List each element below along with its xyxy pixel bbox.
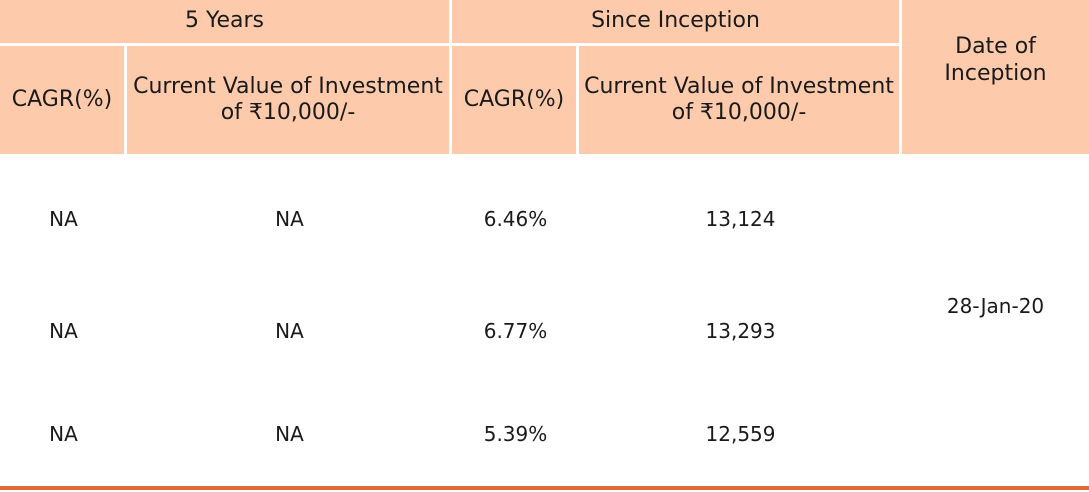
table-row: NA NA 5.39% 12,559 [0, 381, 1089, 487]
bottom-divider [0, 486, 1089, 490]
header-since-inception: Since Inception [452, 0, 903, 46]
header-date-of-inception-label: Date of Inception [944, 33, 1047, 87]
cell-si-value: 13,293 [579, 281, 903, 381]
cell-si-value: 12,559 [579, 381, 903, 487]
table-row: NA NA 6.46% 13,124 28-Jan-20 [0, 157, 1089, 487]
cell-5y-cagr: NA [0, 157, 127, 281]
header-si-cagr: CAGR(%) [452, 46, 579, 157]
cell-5y-cagr: NA [0, 281, 127, 381]
date-of-inception-value: 28-Jan-20 [946, 294, 1045, 318]
cell-date-of-inception: 28-Jan-20 [902, 157, 1089, 487]
cell-5y-value: NA [127, 381, 452, 487]
cell-si-value: 13,124 [579, 157, 903, 281]
header-5y-cagr: CAGR(%) [0, 46, 127, 157]
header-date-of-inception: Date of Inception [902, 0, 1089, 157]
cell-5y-value: NA [127, 281, 452, 381]
cell-5y-value: NA [127, 157, 452, 281]
header-5y-current-value: Current Value of Investment of ₹10,000/- [127, 46, 452, 157]
table-row: NA NA 6.77% 13,293 [0, 281, 1089, 381]
cell-si-cagr: 6.77% [452, 281, 579, 381]
cell-si-cagr: 6.46% [452, 157, 579, 281]
header-5-years: 5 Years [0, 0, 452, 46]
header-si-current-value: Current Value of Investment of ₹10,000/- [579, 46, 903, 157]
cell-si-cagr: 5.39% [452, 381, 579, 487]
cell-5y-cagr: NA [0, 381, 127, 487]
